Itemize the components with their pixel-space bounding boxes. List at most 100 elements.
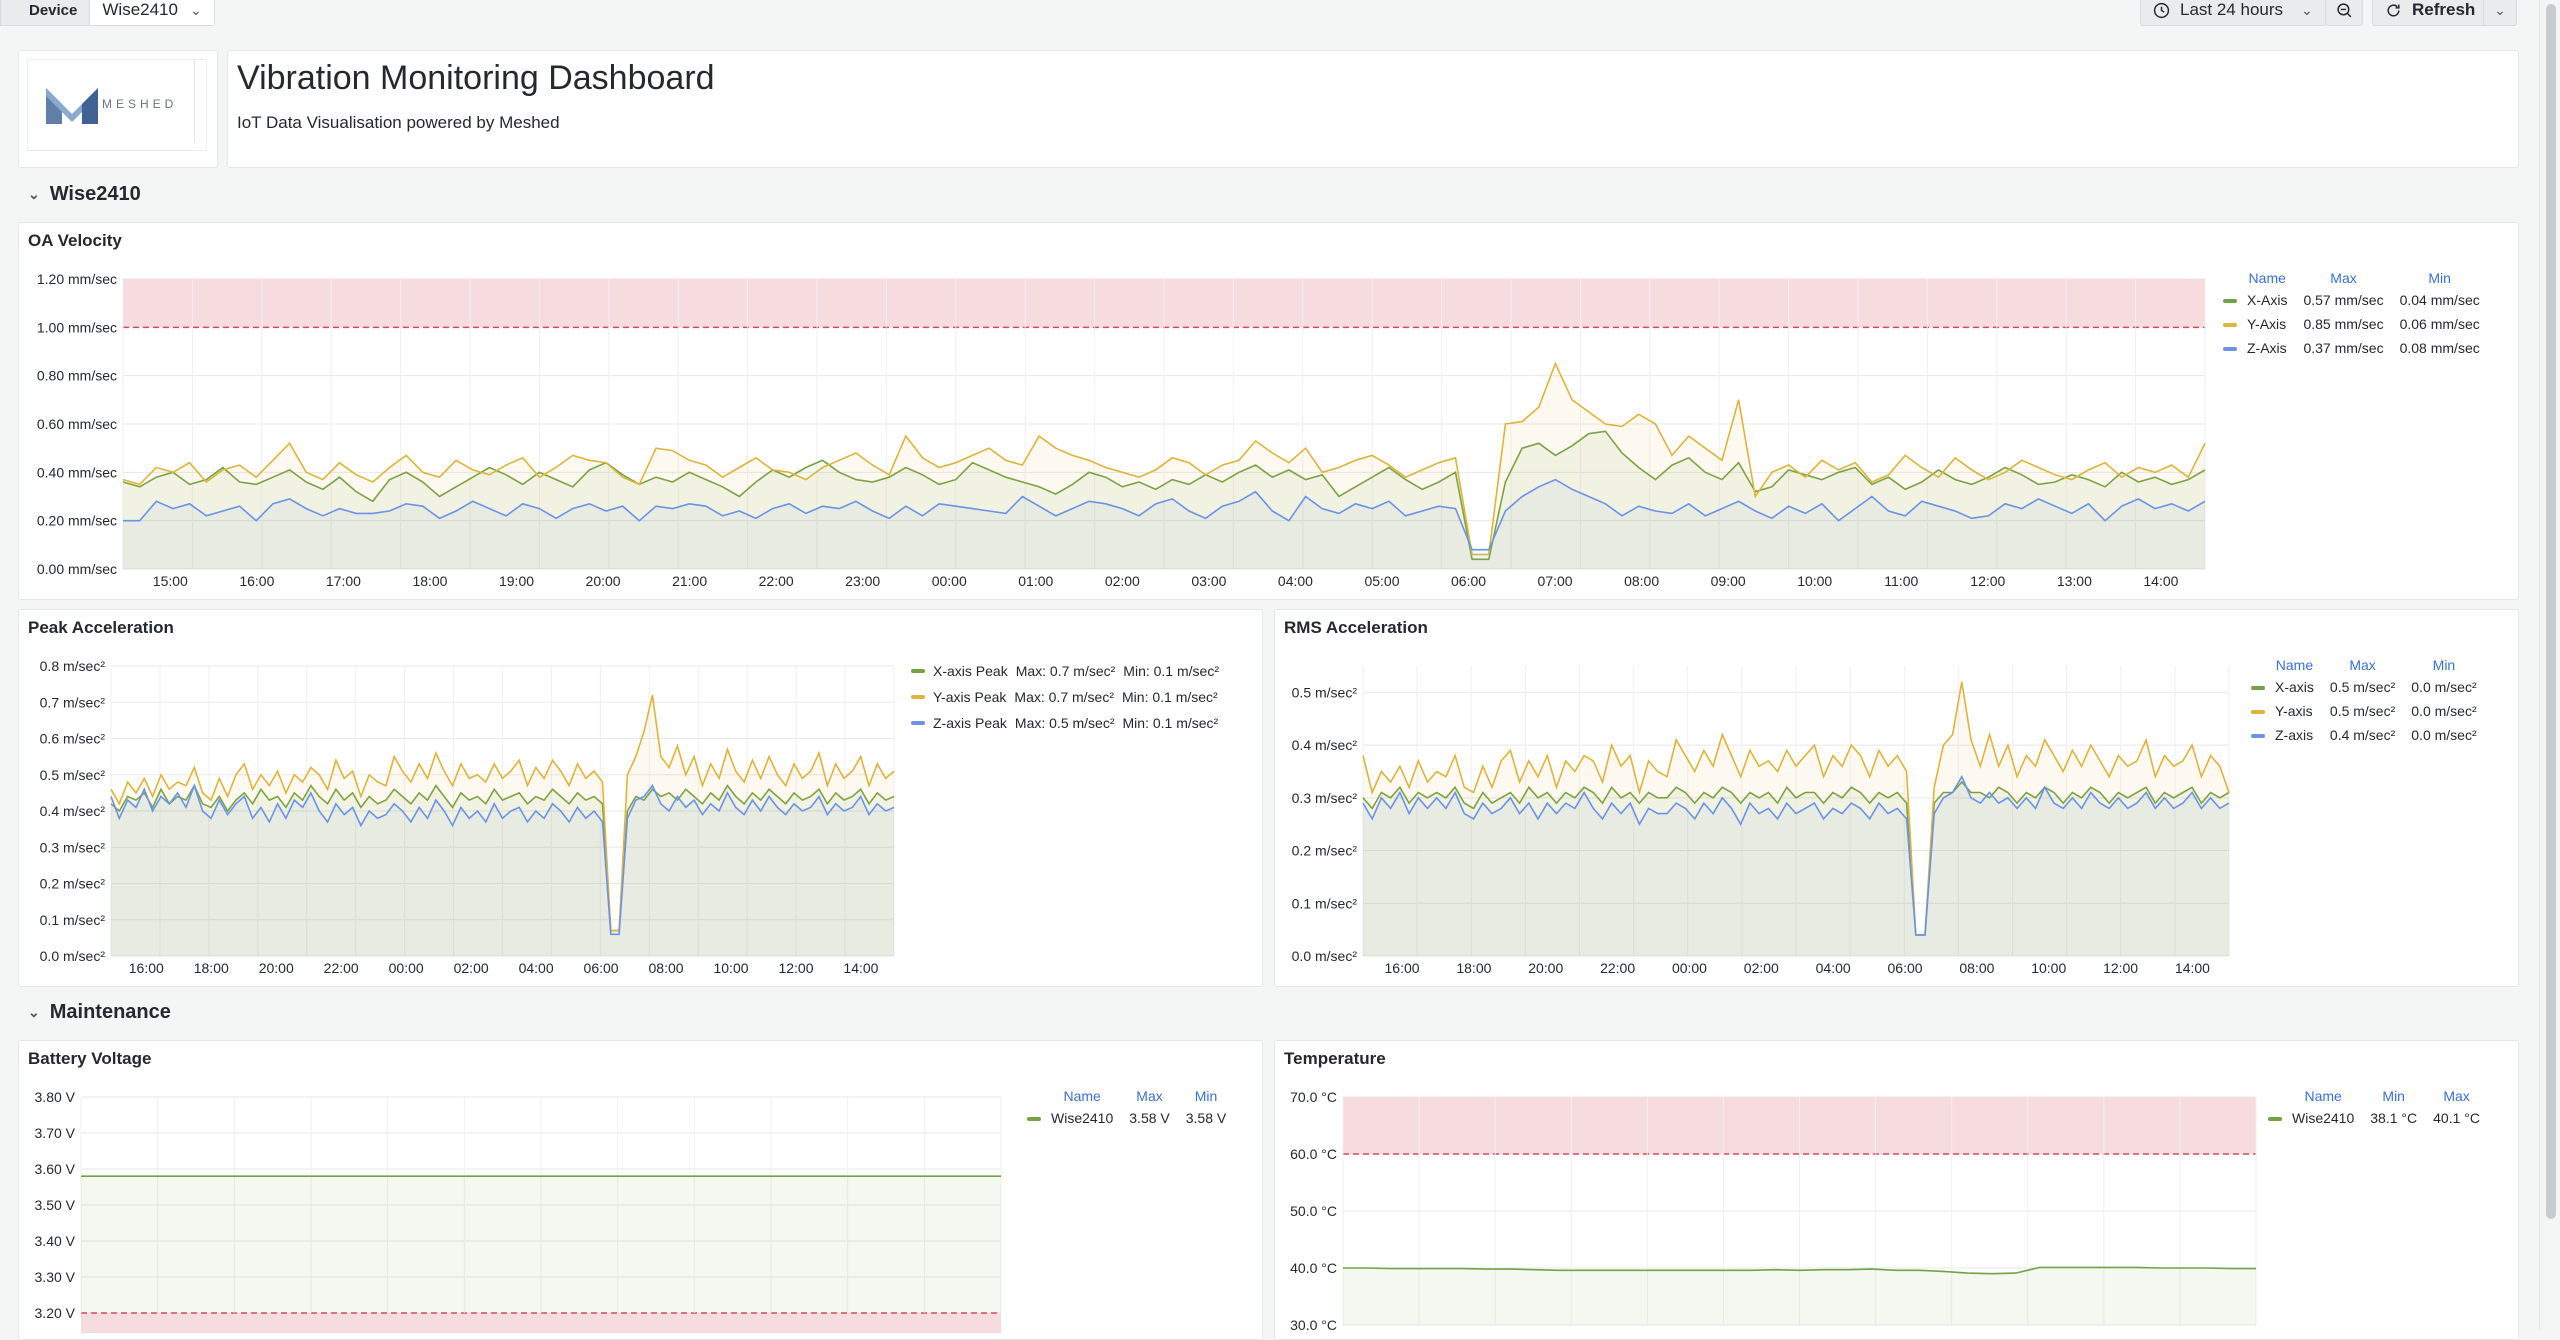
legend-row[interactable]: Z-Axis 0.37 mm/sec 0.08 mm/sec bbox=[2215, 336, 2488, 360]
x-tick-label: 08:00 bbox=[649, 960, 684, 976]
page-scrollbar[interactable] bbox=[2539, 0, 2560, 1329]
legend-min: Min: 0.1 m/sec² bbox=[1123, 663, 1219, 679]
legend-max: 40.1 °C bbox=[2433, 1110, 2480, 1126]
y-tick-label: 0.2 m/sec² bbox=[40, 876, 106, 892]
series-line-x-axis-peak bbox=[110, 783, 895, 932]
y-tick-label: 3.80 V bbox=[35, 1089, 76, 1105]
legend-row[interactable]: X-Axis 0.57 mm/sec 0.04 mm/sec bbox=[2215, 288, 2488, 312]
x-tick-label: 00:00 bbox=[389, 960, 424, 976]
legend-row[interactable]: Z-axis 0.4 m/sec² 0.0 m/sec² bbox=[2243, 723, 2485, 747]
meshed-logo-mark bbox=[46, 88, 98, 124]
legend-header-name[interactable]: Name bbox=[2275, 657, 2314, 673]
x-tick-label: 10:00 bbox=[713, 960, 748, 976]
chevron-down-icon: ⌄ bbox=[189, 1, 202, 18]
zoom-out-button[interactable] bbox=[2325, 0, 2363, 26]
x-tick-label: 12:00 bbox=[778, 960, 813, 976]
oa-velocity-chart[interactable]: 0.00 mm/sec 0.20 mm/sec 0.40 mm/sec 0.60 mm… bbox=[19, 245, 2211, 600]
y-tick-label: 0.8 m/sec² bbox=[40, 658, 106, 674]
legend-row[interactable]: X-axis 0.5 m/sec² 0.0 m/sec² bbox=[2243, 675, 2485, 699]
rms-acceleration-panel: RMS Acceleration 0.0 m/sec² 0.1 m/sec² 0.2… bbox=[1274, 609, 2519, 987]
legend-min: 0.04 mm/sec bbox=[2399, 292, 2480, 308]
legend-row[interactable]: X-axis Peak Max: 0.7 m/sec² Min: 0.1 m/sec… bbox=[911, 658, 1219, 684]
time-range-picker[interactable]: Last 24 hours ⌄ bbox=[2140, 0, 2326, 26]
legend-header-max[interactable]: Max bbox=[1136, 1088, 1163, 1104]
legend-row[interactable]: Y-Axis 0.85 mm/sec 0.06 mm/sec bbox=[2215, 312, 2488, 336]
x-tick-label: 12:00 bbox=[2103, 960, 2138, 976]
legend-min: 0.08 mm/sec bbox=[2399, 340, 2480, 356]
y-tick-label: 50.0 °C bbox=[1290, 1203, 1337, 1219]
legend-row[interactable]: Wise2410 3.58 V 3.58 V bbox=[1019, 1106, 1234, 1130]
legend-header-name[interactable]: Name bbox=[2304, 1088, 2342, 1104]
legend-header-max[interactable]: Max bbox=[2349, 657, 2376, 673]
series-area-y-axis bbox=[1363, 681, 2229, 956]
device-variable-label: Device bbox=[1, 0, 91, 25]
legend-header-min[interactable]: Min bbox=[2382, 1088, 2405, 1104]
series-area-x-axis-peak bbox=[111, 785, 894, 956]
device-select[interactable]: Wise2410 ⌄ bbox=[90, 0, 214, 25]
temperature-chart[interactable]: 30.0 °C 40.0 °C 50.0 °C 60.0 °C 70.0 °C bbox=[1275, 1063, 2260, 1333]
legend-swatch bbox=[1027, 1117, 1041, 1122]
row-header-device[interactable]: ⌄ Wise2410 bbox=[28, 183, 141, 206]
battery-voltage-chart[interactable]: 3.20 V 3.30 V 3.40 V 3.50 V 3.60 V 3.70 V 3.80… bbox=[19, 1063, 1019, 1333]
y-tick-label: 1.20 mm/sec bbox=[37, 271, 117, 287]
series-line-y-axis-peak bbox=[110, 694, 895, 932]
legend-header-min[interactable]: Min bbox=[2432, 657, 2456, 673]
row-header-maintenance[interactable]: ⌄ Maintenance bbox=[28, 1001, 171, 1024]
legend-header-min[interactable]: Min bbox=[1194, 1088, 1218, 1104]
refresh-button[interactable]: Refresh bbox=[2372, 0, 2489, 26]
time-range-label: Last 24 hours bbox=[2180, 0, 2284, 19]
x-tick-label: 17:00 bbox=[326, 573, 361, 589]
scrollbar-thumb[interactable] bbox=[2546, 4, 2556, 1219]
x-tick-label: 14:00 bbox=[2143, 573, 2178, 589]
legend-header-min[interactable]: Min bbox=[2428, 270, 2451, 286]
x-tick-label: 21:00 bbox=[672, 573, 707, 589]
series-area-y-axis-peak bbox=[111, 695, 894, 956]
legend-series-name: Z-Axis bbox=[2247, 340, 2287, 356]
y-tick-label: 3.20 V bbox=[35, 1305, 76, 1321]
x-tick-label: 10:00 bbox=[1797, 573, 1832, 589]
legend-header-name[interactable]: Name bbox=[2248, 270, 2286, 286]
x-tick-label: 22:00 bbox=[1600, 960, 1635, 976]
x-tick-label: 16:00 bbox=[129, 960, 164, 976]
legend-min: 0.0 m/sec² bbox=[2411, 727, 2477, 743]
x-tick-label: 00:00 bbox=[932, 573, 967, 589]
peak-acceleration-chart[interactable]: 0.0 m/sec² 0.1 m/sec² 0.2 m/sec² 0.3 m/sec²… bbox=[19, 632, 909, 987]
legend-header-max[interactable]: Max bbox=[2330, 270, 2357, 286]
x-tick-label: 18:00 bbox=[1456, 960, 1491, 976]
refresh-label: Refresh bbox=[2412, 0, 2476, 19]
y-tick-label: 0.4 m/sec² bbox=[40, 803, 106, 819]
device-variable[interactable]: Device Wise2410 ⌄ bbox=[0, 0, 215, 26]
series-line-z-axis bbox=[123, 478, 2206, 551]
rms-acceleration-legend: Name Max Min X-axis 0.5 m/sec² 0.0 m/sec… bbox=[2243, 655, 2485, 747]
legend-max: 0.37 mm/sec bbox=[2303, 340, 2384, 356]
y-tick-label: 0.5 m/sec² bbox=[1292, 684, 1358, 700]
legend-max: Max: 0.7 m/sec² bbox=[1014, 689, 1115, 705]
series-line-y-axis bbox=[122, 361, 2206, 556]
y-tick-label: 0.1 m/sec² bbox=[1292, 895, 1358, 911]
zoom-out-icon bbox=[2336, 2, 2351, 17]
y-tick-label: 0.80 mm/sec bbox=[37, 368, 117, 384]
legend-header-name[interactable]: Name bbox=[1063, 1088, 1101, 1104]
x-tick-label: 04:00 bbox=[1816, 960, 1851, 976]
legend-max: Max: 0.5 m/sec² bbox=[1014, 715, 1115, 731]
refresh-interval-dropdown[interactable]: ⌄ bbox=[2483, 0, 2517, 26]
rms-acceleration-chart[interactable]: 0.0 m/sec² 0.1 m/sec² 0.2 m/sec² 0.3 m/sec²… bbox=[1275, 632, 2235, 987]
logo-scroll-bottom bbox=[27, 150, 191, 159]
series-line-z-axis-peak bbox=[110, 783, 895, 936]
series-area-z-axis-peak bbox=[111, 785, 894, 956]
y-tick-label: 3.50 V bbox=[35, 1197, 76, 1213]
battery-voltage-panel: Battery Voltage 3.20 V 3.30 V 3.40 V 3.50 V… bbox=[18, 1040, 1263, 1340]
x-tick-label: 19:00 bbox=[499, 573, 534, 589]
panel-title: Battery Voltage bbox=[28, 1049, 152, 1068]
legend-header-max[interactable]: Max bbox=[2443, 1088, 2470, 1104]
legend-row[interactable]: Y-axis Peak Max: 0.7 m/sec² Min: 0.1 m/sec… bbox=[911, 684, 1219, 710]
series-line-y-axis bbox=[1362, 681, 2230, 936]
x-tick-label: 22:00 bbox=[324, 960, 359, 976]
y-tick-label: 3.60 V bbox=[35, 1161, 76, 1177]
legend-row[interactable]: Wise2410 38.1 °C 40.1 °C bbox=[2260, 1106, 2488, 1130]
legend-swatch bbox=[2223, 347, 2237, 352]
legend-row[interactable]: Z-axis Peak Max: 0.5 m/sec² Min: 0.1 m/sec… bbox=[911, 710, 1219, 736]
legend-series-name: Y-axis bbox=[2275, 703, 2313, 719]
legend-row[interactable]: Y-axis 0.5 m/sec² 0.0 m/sec² bbox=[2243, 699, 2485, 723]
y-tick-label: 0.0 m/sec² bbox=[40, 948, 106, 964]
